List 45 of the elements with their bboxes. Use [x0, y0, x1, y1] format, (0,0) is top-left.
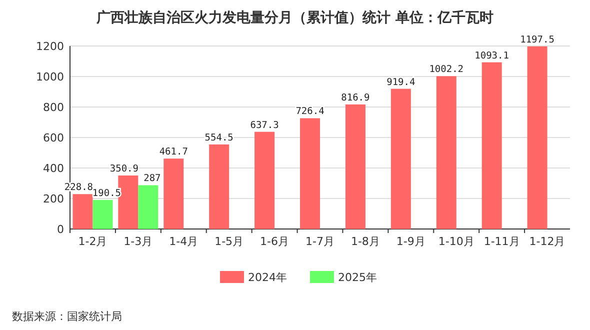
data-label: 461.7 — [159, 146, 188, 158]
data-label: 287 — [144, 173, 161, 184]
x-tick-label: 1-5月 — [214, 235, 244, 248]
data-label: 816.9 — [341, 92, 370, 104]
data-label: 1093.1 — [474, 50, 510, 62]
x-tick-label: 1-8月 — [350, 235, 380, 248]
y-tick-label: 600 — [43, 132, 64, 144]
data-label: 350.9 — [110, 163, 139, 174]
x-tick-label: 1-10月 — [438, 235, 474, 248]
data-label: 1002.2 — [429, 64, 464, 76]
x-tick-label: 1-4月 — [169, 235, 198, 248]
bar — [390, 88, 411, 229]
bar — [72, 194, 93, 229]
y-tick-label: 800 — [43, 101, 64, 114]
x-tick-label: 1-9月 — [396, 235, 426, 248]
x-tick-label: 1-6月 — [260, 235, 290, 248]
data-label: 919.4 — [386, 76, 416, 88]
bar — [436, 76, 456, 229]
bar — [482, 62, 502, 229]
y-tick-label: 1000 — [36, 70, 64, 84]
bar — [527, 46, 548, 229]
y-tick-label: 1200 — [36, 40, 64, 53]
x-tick-label: 1-7月 — [306, 235, 334, 248]
bar — [345, 104, 366, 229]
bar — [92, 200, 113, 229]
source-note: 数据来源：国家统计局 — [12, 310, 122, 323]
x-tick-label: 1-3月 — [124, 235, 153, 248]
data-label: 1197.5 — [520, 34, 554, 46]
bar — [138, 185, 158, 229]
legend-label: 2025年 — [338, 271, 377, 284]
bar — [164, 158, 184, 229]
bar — [254, 132, 275, 229]
y-tick-label: 200 — [43, 192, 64, 206]
data-label: 726.4 — [296, 106, 325, 118]
bar — [209, 144, 230, 229]
y-tick-label: 400 — [43, 162, 64, 175]
data-label: 554.5 — [204, 132, 234, 144]
x-tick-label: 1-12月 — [529, 235, 566, 248]
data-label: 637.3 — [250, 120, 279, 131]
x-tick-label: 1-2月 — [78, 235, 108, 248]
bar — [300, 118, 320, 229]
x-tick-label: 1-11月 — [484, 235, 520, 248]
chart-title: 广西壮族自治区火力发电量分月（累计值）统计 单位：亿千瓦时 — [96, 9, 494, 26]
legend-label: 2024年 — [248, 271, 287, 284]
y-tick-label: 0 — [57, 223, 64, 236]
